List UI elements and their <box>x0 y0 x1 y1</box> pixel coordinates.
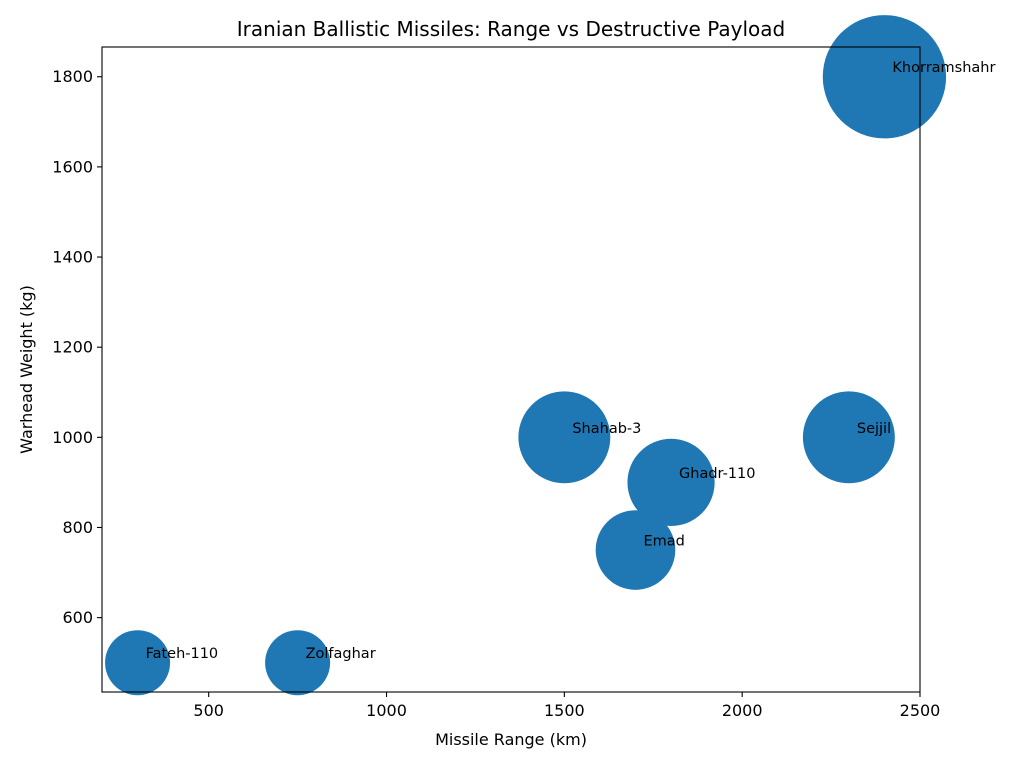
points-layer <box>105 15 947 696</box>
chart-title: Iranian Ballistic Missiles: Range vs Des… <box>237 17 785 41</box>
data-point-label: Shahab-3 <box>572 421 641 437</box>
x-tick-label: 500 <box>193 701 224 720</box>
x-tick-label: 1000 <box>366 701 407 720</box>
y-tick-label: 600 <box>62 608 93 627</box>
y-tick-label: 1800 <box>52 67 93 86</box>
y-tick-label: 1000 <box>52 428 93 447</box>
y-tick-label: 1400 <box>52 248 93 267</box>
data-point-label: Zolfaghar <box>306 646 376 662</box>
y-tick-label: 800 <box>62 518 93 537</box>
data-point <box>802 391 895 484</box>
y-tick-label: 1600 <box>52 157 93 176</box>
data-point-label: Khorramshahr <box>892 60 995 76</box>
y-axis-ticks: 600 800 1000 1200 1400 1600 1800 <box>52 67 102 627</box>
data-point <box>627 438 715 527</box>
data-point-label: Ghadr-110 <box>679 466 755 482</box>
x-tick-label: 2500 <box>900 701 941 720</box>
data-point <box>595 510 676 590</box>
x-axis-ticks: 500 1000 1500 2000 2500 <box>193 692 940 720</box>
data-point <box>518 391 611 484</box>
data-point <box>105 630 171 696</box>
data-point <box>265 630 331 696</box>
x-tick-label: 1500 <box>544 701 585 720</box>
data-point-label: Fateh-110 <box>146 646 219 662</box>
x-axis-label: Missile Range (km) <box>435 730 587 749</box>
data-point-label: Emad <box>643 534 684 550</box>
plot-frame <box>101 46 921 693</box>
x-tick-label: 2000 <box>722 701 763 720</box>
data-point-label: Sejjil <box>857 421 891 437</box>
y-axis-label: Warhead Weight (kg) <box>17 285 36 454</box>
point-labels-layer: Khorramshahr Shahab-3 Sejjil Ghadr-110 Emad F… <box>146 60 996 662</box>
y-tick-label: 1200 <box>52 338 93 357</box>
data-point <box>822 15 947 139</box>
